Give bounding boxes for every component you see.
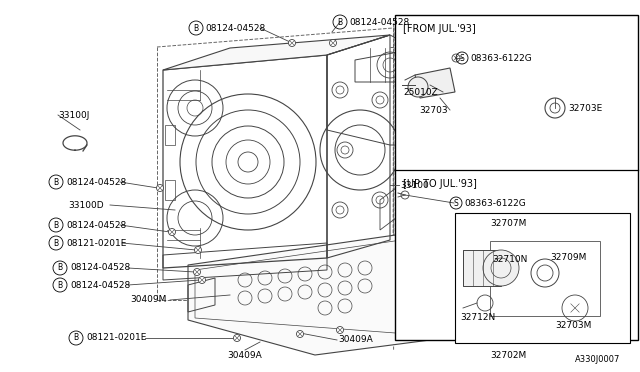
Text: 08124-04528: 08124-04528 — [66, 177, 126, 186]
Text: 08124-04528: 08124-04528 — [66, 221, 126, 230]
Text: B: B — [58, 280, 63, 289]
Text: 32703M: 32703M — [555, 321, 591, 330]
Polygon shape — [463, 250, 501, 286]
Circle shape — [296, 330, 303, 337]
Circle shape — [330, 39, 337, 46]
Text: 08121-0201E: 08121-0201E — [86, 334, 147, 343]
Text: 33100J: 33100J — [58, 110, 90, 119]
Circle shape — [531, 259, 559, 287]
Circle shape — [408, 77, 428, 97]
Text: 08124-04528: 08124-04528 — [70, 280, 131, 289]
Text: 08124-04528: 08124-04528 — [205, 23, 265, 32]
Text: B: B — [53, 177, 59, 186]
Circle shape — [234, 334, 241, 341]
Text: 33100: 33100 — [400, 180, 429, 189]
Text: 32702M: 32702M — [490, 350, 526, 359]
Circle shape — [193, 269, 200, 276]
Polygon shape — [415, 68, 455, 98]
Text: 33100D: 33100D — [68, 201, 104, 209]
Circle shape — [195, 247, 202, 253]
Text: 32703E: 32703E — [568, 103, 602, 112]
Text: 08121-0201E: 08121-0201E — [66, 238, 126, 247]
Circle shape — [452, 54, 460, 62]
Circle shape — [550, 103, 560, 113]
Text: 32709M: 32709M — [550, 253, 586, 262]
Text: 08124-04528: 08124-04528 — [349, 17, 409, 26]
Text: S: S — [454, 199, 458, 208]
Text: 32703: 32703 — [419, 106, 447, 115]
Text: B: B — [193, 23, 198, 32]
Bar — [455, 213, 630, 343]
Bar — [490, 241, 600, 316]
Text: S: S — [460, 54, 465, 62]
Text: B: B — [53, 221, 59, 230]
Text: B: B — [337, 17, 342, 26]
Text: A330J0007: A330J0007 — [575, 356, 620, 365]
Text: B: B — [53, 238, 59, 247]
Polygon shape — [163, 35, 390, 70]
Text: [UP TO JUL.'93]: [UP TO JUL.'93] — [403, 179, 477, 189]
Circle shape — [337, 327, 344, 334]
Text: 32710N: 32710N — [492, 254, 527, 263]
Circle shape — [568, 301, 582, 315]
Circle shape — [483, 250, 519, 286]
Text: 30409A: 30409A — [228, 350, 262, 359]
Circle shape — [168, 228, 175, 235]
Polygon shape — [188, 230, 435, 355]
Text: 08124-04528: 08124-04528 — [70, 263, 131, 273]
Text: 25010Z: 25010Z — [403, 87, 438, 96]
Text: 32712N: 32712N — [460, 314, 495, 323]
Bar — [395, 15, 638, 340]
Text: [FROM JUL.'93]: [FROM JUL.'93] — [403, 24, 476, 34]
Text: 08363-6122G: 08363-6122G — [470, 54, 532, 62]
Text: 30409A: 30409A — [338, 336, 372, 344]
Circle shape — [289, 39, 296, 46]
Text: 32707M: 32707M — [490, 218, 526, 228]
Text: B: B — [58, 263, 63, 273]
Text: B: B — [74, 334, 79, 343]
Circle shape — [198, 276, 205, 283]
Circle shape — [545, 98, 565, 118]
Circle shape — [157, 185, 163, 192]
Text: 08363-6122G: 08363-6122G — [464, 199, 525, 208]
Text: 30409M: 30409M — [130, 295, 166, 305]
